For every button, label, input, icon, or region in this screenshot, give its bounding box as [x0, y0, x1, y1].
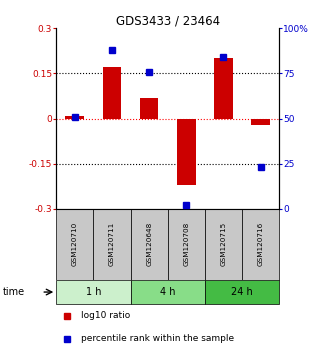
Bar: [205, 209, 242, 280]
Bar: [56, 209, 93, 280]
Title: GDS3433 / 23464: GDS3433 / 23464: [116, 14, 220, 27]
Text: GSM120708: GSM120708: [183, 222, 189, 266]
Bar: [103, 67, 121, 119]
Text: time: time: [3, 287, 25, 297]
Bar: [251, 119, 270, 125]
Text: log10 ratio: log10 ratio: [81, 312, 130, 320]
Bar: [205, 280, 279, 304]
Text: 1 h: 1 h: [86, 287, 101, 297]
Bar: [56, 280, 131, 304]
Bar: [93, 209, 131, 280]
Bar: [177, 119, 195, 185]
Bar: [242, 209, 279, 280]
Text: 4 h: 4 h: [160, 287, 176, 297]
Text: GSM120716: GSM120716: [258, 222, 264, 266]
Bar: [168, 209, 205, 280]
Text: GSM120648: GSM120648: [146, 222, 152, 266]
Text: GSM120710: GSM120710: [72, 222, 78, 266]
Text: percentile rank within the sample: percentile rank within the sample: [81, 335, 234, 343]
Text: GSM120711: GSM120711: [109, 222, 115, 266]
Text: GSM120715: GSM120715: [221, 222, 227, 266]
Bar: [65, 115, 84, 119]
Bar: [214, 58, 233, 119]
Bar: [140, 97, 159, 119]
Bar: [131, 209, 168, 280]
Text: 24 h: 24 h: [231, 287, 253, 297]
Bar: [131, 280, 205, 304]
